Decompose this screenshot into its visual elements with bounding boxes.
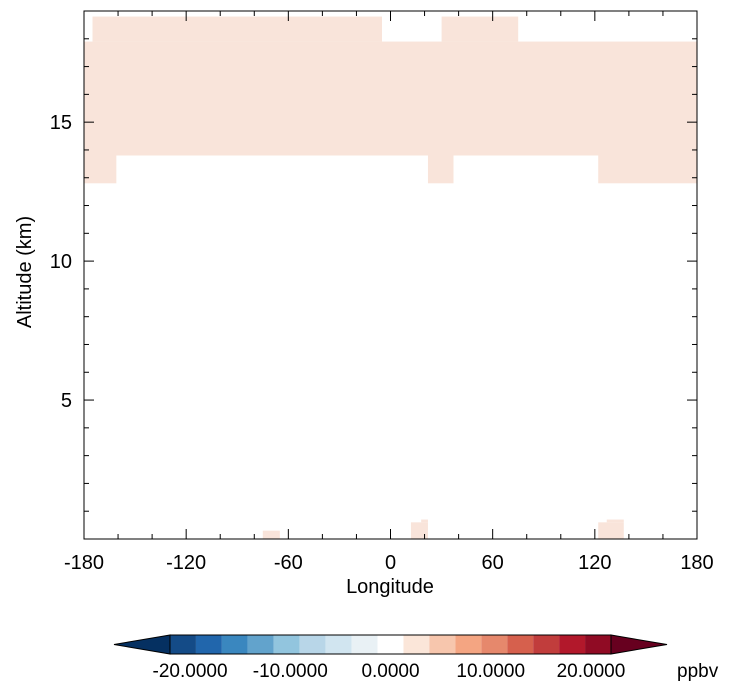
colorbar-swatch xyxy=(325,635,352,654)
x-tick-label: 60 xyxy=(482,552,504,574)
heatmap-cell xyxy=(421,519,428,523)
plot-area xyxy=(83,10,698,540)
colorbar-tick-label: -20.0000 xyxy=(153,661,228,682)
colorbar-low-arrow xyxy=(113,634,171,655)
y-axis-title: Altitude (km) xyxy=(14,216,36,328)
heatmap-cell xyxy=(606,519,624,523)
x-axis-title: Longitude xyxy=(346,576,434,598)
colorbar-swatch xyxy=(221,635,248,654)
colorbar-swatch xyxy=(351,635,378,654)
colorbar-swatch xyxy=(247,635,274,654)
colorbar-tick-label: 0.0000 xyxy=(361,661,419,682)
heatmap-cell xyxy=(598,155,697,184)
heatmap-cell xyxy=(441,16,519,42)
x-tick-label: -180 xyxy=(64,552,104,574)
x-tick-label: 0 xyxy=(385,552,396,574)
heatmap-cell xyxy=(427,155,454,184)
colorbar-swatch xyxy=(533,635,560,654)
y-tick-label: 10 xyxy=(50,251,72,273)
colorbar-swatch xyxy=(403,635,430,654)
colorbar-swatch xyxy=(170,635,196,654)
colorbar-swatch xyxy=(273,635,300,654)
colorbar-high-arrow xyxy=(610,634,668,655)
colorbar-swatch xyxy=(481,635,508,654)
colorbar: -20.0000 -10.0000 0.0000 10.0000 20.0000 xyxy=(113,634,668,682)
colorbar-swatch xyxy=(455,635,482,654)
colorbar-swatch xyxy=(377,635,404,654)
x-tick-label: 120 xyxy=(578,552,611,574)
x-tick-label: 180 xyxy=(680,552,713,574)
colorbar-swatch xyxy=(195,635,222,654)
heatmap-cell xyxy=(598,522,624,539)
colorbar-tick-label: -10.0000 xyxy=(253,661,328,682)
heatmap-cell xyxy=(410,522,428,539)
y-tick-label: 5 xyxy=(61,390,72,412)
axis-ticks xyxy=(83,10,698,539)
heatmap-cell xyxy=(262,530,280,539)
tick-labels: -180 -120 -60 0 60 120 180 5 10 15 xyxy=(50,112,714,574)
colorbar-swatch xyxy=(585,635,611,654)
colorbar-swatch xyxy=(299,635,326,654)
heatmap-cell xyxy=(92,16,382,42)
colorbar-tick-label: 20.0000 xyxy=(557,661,626,682)
x-tick-label: -60 xyxy=(274,552,303,574)
colorbar-swatch xyxy=(429,635,456,654)
y-tick-label: 15 xyxy=(50,112,72,134)
heatmap-cell xyxy=(84,41,697,156)
heatmap-cell xyxy=(84,155,117,184)
colorbar-frame xyxy=(169,634,612,655)
colorbar-units: ppbv xyxy=(677,661,719,682)
colorbar-swatch xyxy=(507,635,534,654)
colorbar-tick-label: 10.0000 xyxy=(456,661,525,682)
colorbar-swatch xyxy=(559,635,586,654)
x-tick-label: -120 xyxy=(166,552,206,574)
